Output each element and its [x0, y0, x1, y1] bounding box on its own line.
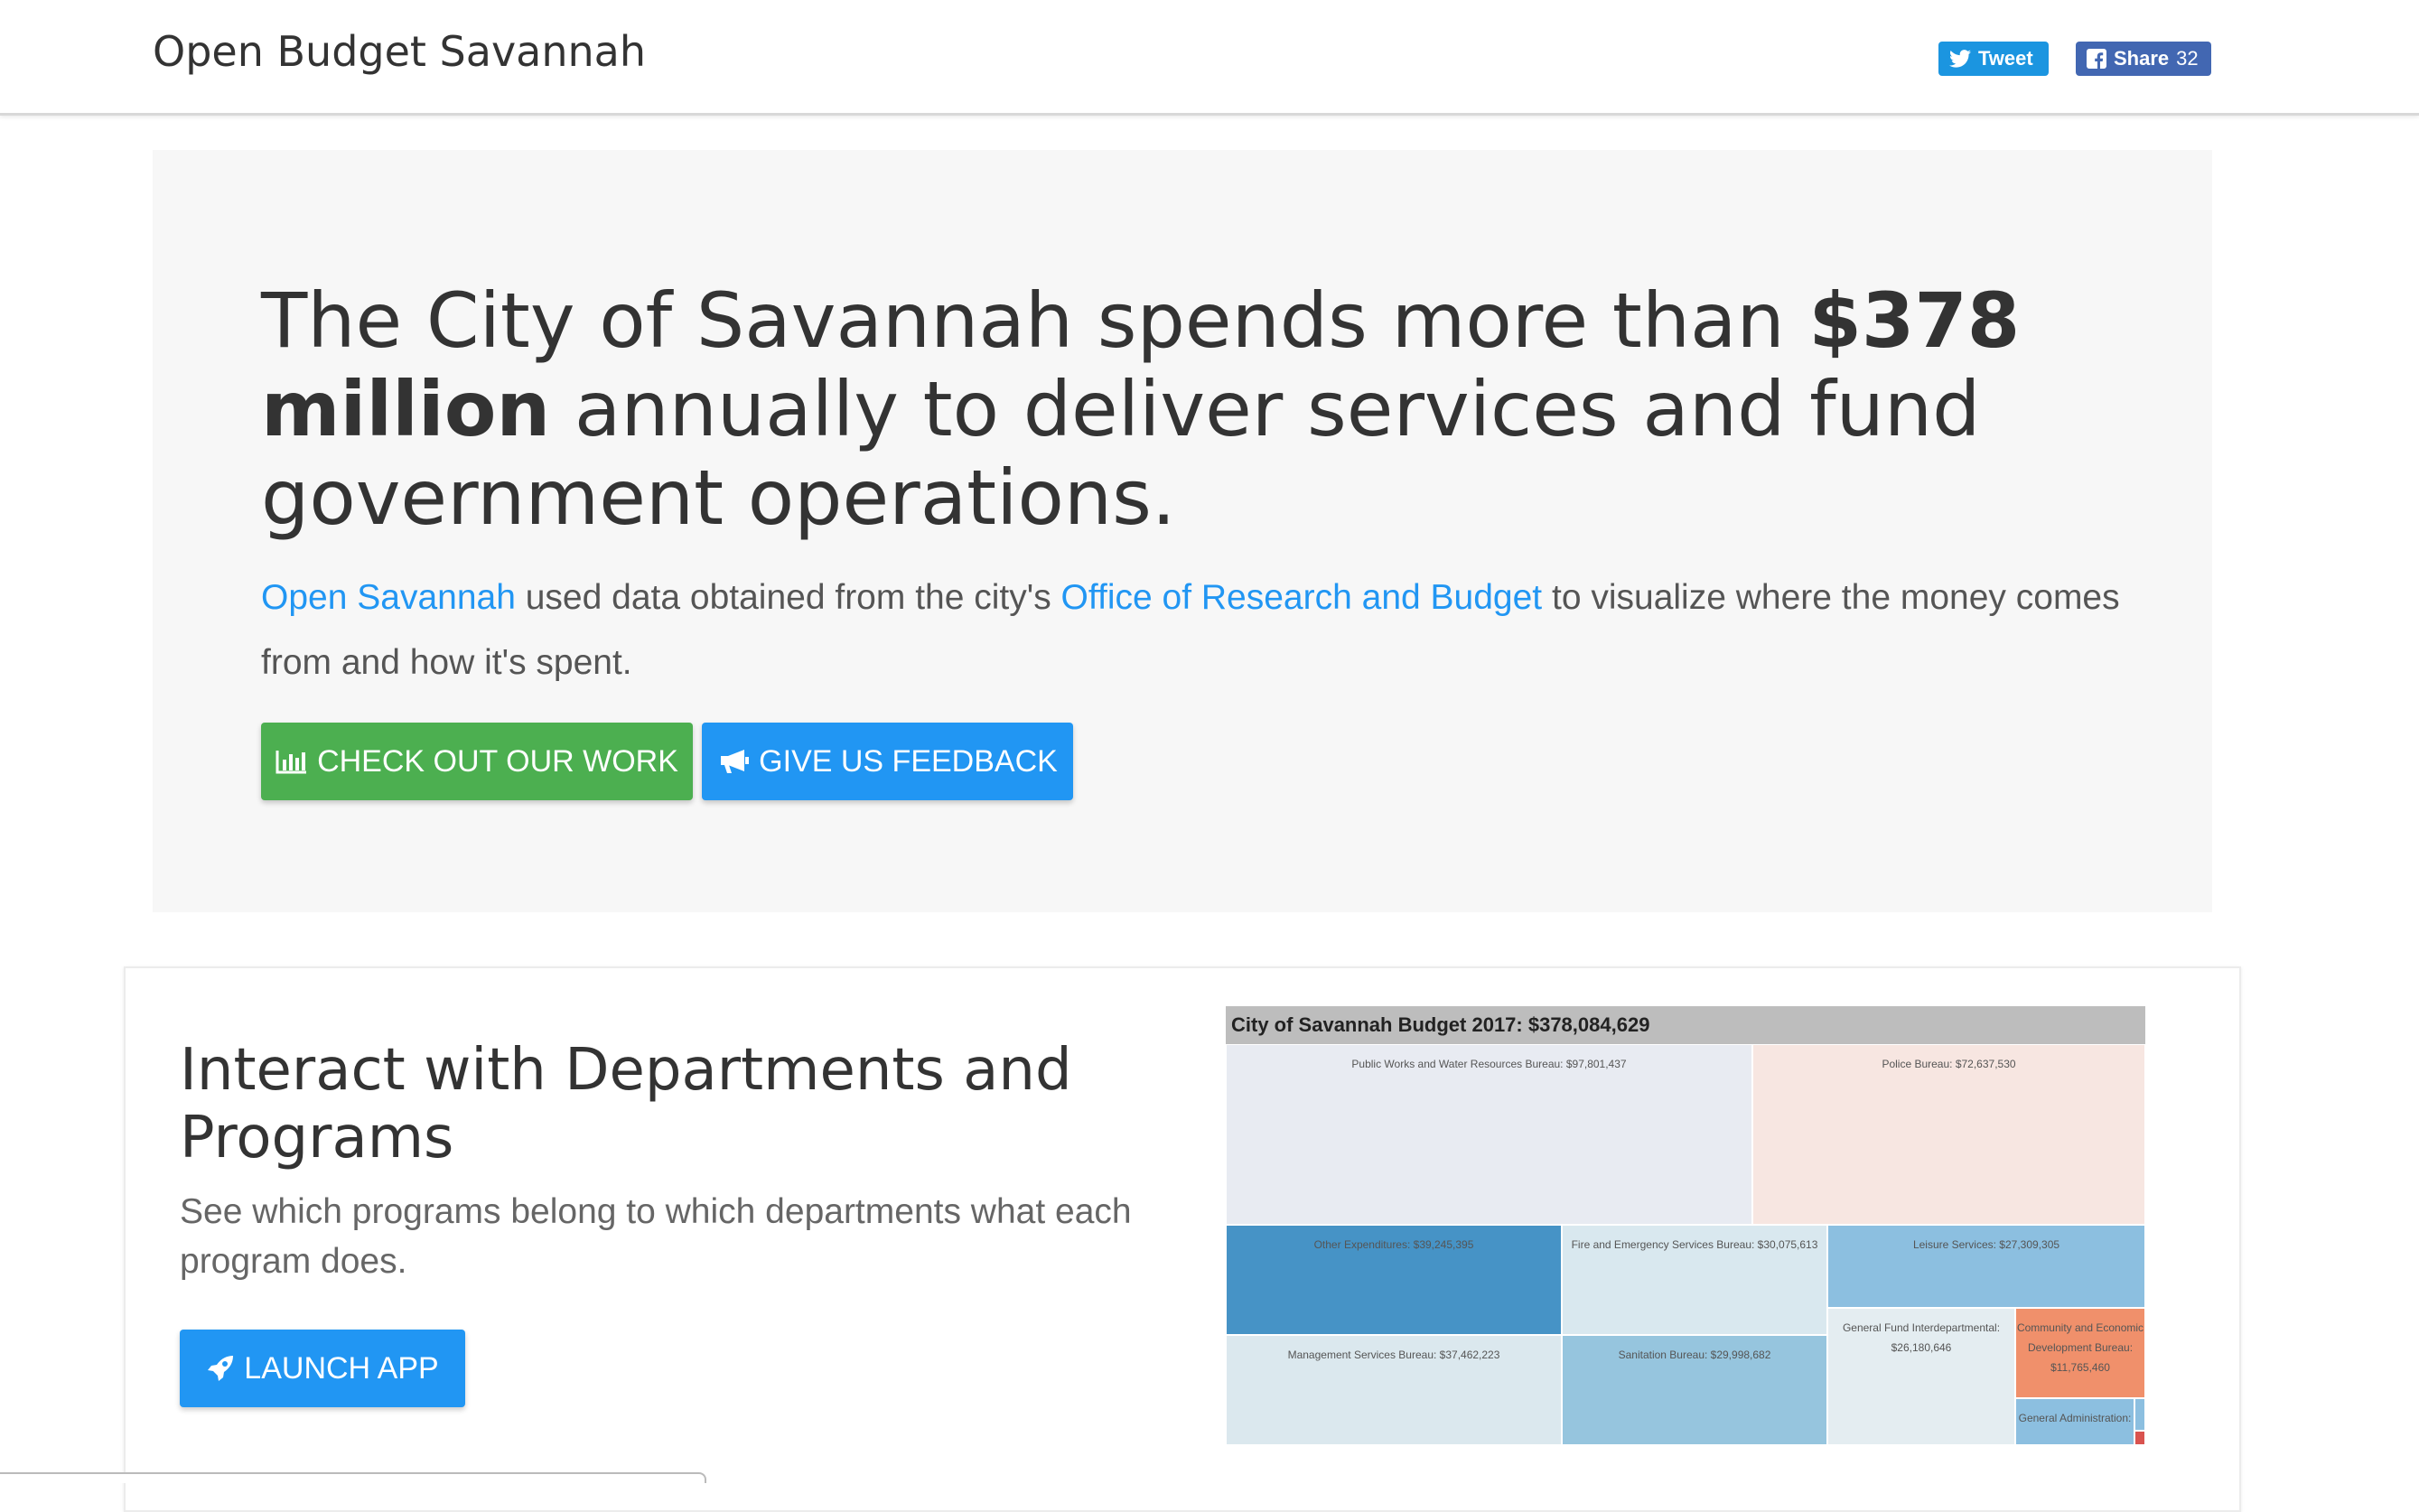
treemap-cell[interactable]: Fire and Emergency Services Bureau: $30,… [1562, 1225, 1827, 1335]
open-savannah-link[interactable]: Open Savannah [261, 578, 516, 617]
headline-post: annually to deliver services and fund go… [261, 365, 1981, 542]
treemap-cell[interactable] [2134, 1398, 2145, 1431]
treemap-cell[interactable]: General Administration: [2015, 1398, 2134, 1445]
treemap-cell[interactable]: Leisure Services: $27,309,305 [1827, 1225, 2145, 1308]
card-title: Interact with Departments and Programs [180, 1037, 1072, 1171]
office-research-budget-link[interactable]: Office of Research and Budget [1060, 578, 1543, 617]
twitter-bird-icon [1949, 50, 1971, 68]
feedback-button-label: GIVE US FEEDBACK [759, 743, 1058, 779]
bottom-overlay-edge [0, 1472, 706, 1483]
treemap-cell[interactable]: Public Works and Water Resources Bureau:… [1226, 1044, 1752, 1225]
hero-lead: Open Savannah used data obtained from th… [261, 565, 2122, 695]
treemap-title[interactable]: City of Savannah Budget 2017: $378,084,6… [1226, 1006, 2145, 1044]
bullhorn-icon [721, 750, 750, 773]
treemap-cell[interactable]: Sanitation Bureau: $29,998,682 [1562, 1335, 1827, 1445]
facebook-share-button[interactable]: Share 32 [2076, 42, 2211, 76]
hero-jumbotron: The City of Savannah spends more than $3… [153, 150, 2212, 912]
check-out-our-work-button[interactable]: CHECK OUT OUR WORK [261, 723, 693, 800]
launch-app-button[interactable]: LAUNCH APP [180, 1330, 465, 1407]
budget-treemap[interactable]: City of Savannah Budget 2017: $378,084,6… [1226, 1006, 2145, 1445]
treemap-cell[interactable] [2134, 1431, 2145, 1445]
brand-title[interactable]: Open Budget Savannah [153, 27, 647, 76]
navbar: Open Budget Savannah Tweet Share 32 [0, 0, 2419, 116]
facebook-icon [2087, 49, 2106, 69]
treemap-cell[interactable]: Other Expenditures: $39,245,395 [1226, 1225, 1562, 1335]
card-description: See which programs belong to which depar… [180, 1192, 1132, 1281]
headline-amount: $378 million [261, 276, 2021, 453]
tweet-button[interactable]: Tweet [1938, 42, 2049, 76]
headline-pre: The City of Savannah spends more than [261, 276, 1809, 365]
treemap-cell[interactable]: Police Bureau: $72,637,530 [1752, 1044, 2145, 1225]
rocket-icon [208, 1356, 234, 1381]
bar-chart-icon [276, 751, 307, 774]
treemap-cell[interactable]: Community and Economic Development Burea… [2015, 1308, 2145, 1398]
work-button-label: CHECK OUT OUR WORK [317, 743, 678, 779]
share-label: Share [2114, 47, 2170, 70]
treemap-cell[interactable]: General Fund Interdepartmental: $26,180,… [1827, 1308, 2015, 1445]
share-count: 32 [2176, 47, 2199, 70]
launch-button-label: LAUNCH APP [244, 1350, 439, 1386]
hero-headline: The City of Savannah spends more than $3… [261, 276, 2122, 542]
lead-end: to visualize where the money comes from … [261, 578, 2120, 682]
lead-mid: used data obtained from the city's [515, 578, 1061, 617]
give-us-feedback-button[interactable]: GIVE US FEEDBACK [702, 723, 1073, 800]
treemap-cell[interactable]: Management Services Bureau: $37,462,223 [1226, 1335, 1562, 1445]
tweet-label: Tweet [1978, 47, 2033, 70]
